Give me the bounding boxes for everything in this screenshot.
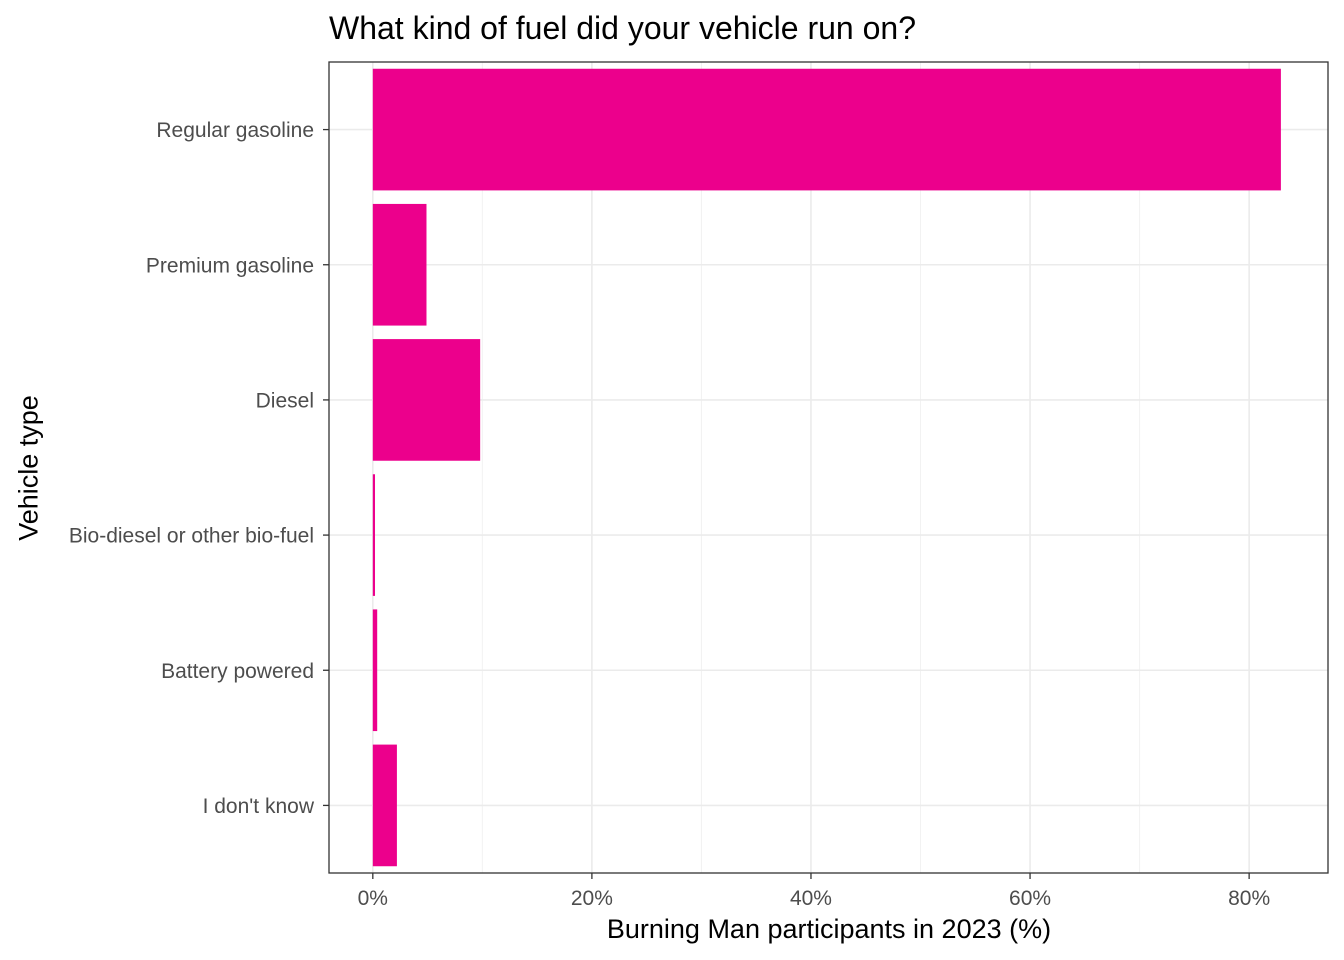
y-tick-label: Regular gasoline	[156, 119, 314, 142]
x-tick-label: 40%	[790, 887, 832, 910]
bar	[372, 68, 1281, 191]
panel-border	[328, 61, 1329, 874]
grid-lines	[329, 62, 1328, 873]
y-tick-label: I don't know	[203, 795, 315, 818]
bar	[372, 609, 378, 732]
bar	[372, 744, 397, 867]
y-tick-label: Diesel	[256, 389, 314, 412]
chart-title: What kind of fuel did your vehicle run o…	[329, 10, 916, 46]
x-tick-label: 60%	[1009, 887, 1051, 910]
y-tick-label: Battery powered	[161, 660, 314, 683]
x-axis-title: Burning Man participants in 2023 (%)	[606, 914, 1052, 944]
y-tick-label: Bio-diesel or other bio-fuel	[69, 525, 314, 548]
y-axis-title: Vehicle type	[13, 395, 44, 541]
panel-background	[329, 62, 1328, 873]
bar	[372, 339, 481, 461]
y-tick-label: Premium gasoline	[146, 254, 314, 277]
bars	[372, 68, 1281, 867]
x-tick-label: 20%	[571, 887, 613, 910]
x-tick-label: 0%	[358, 887, 388, 910]
bar	[372, 203, 427, 326]
y-axis-ticks: Regular gasoline Premium gasoline Diesel Bi…	[69, 119, 329, 818]
bar	[372, 474, 376, 596]
x-axis-ticks: 0% 20% 40% 60% 80%	[358, 873, 1270, 910]
x-tick-label: 80%	[1228, 887, 1270, 910]
